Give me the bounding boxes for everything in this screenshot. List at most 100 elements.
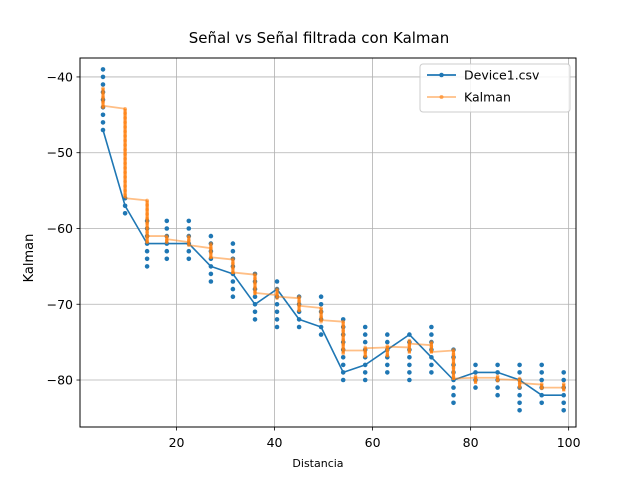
series-device1-point [230, 241, 236, 246]
series-device1-point [100, 74, 106, 80]
series-kalman-segment [276, 295, 300, 300]
series-kalman-point [341, 347, 346, 351]
y-tick-label: −50 [47, 145, 73, 160]
series-device1-point [318, 294, 324, 300]
series-kalman-point [341, 342, 346, 347]
series-device1-point [539, 377, 544, 383]
series-kalman-point [231, 266, 235, 270]
series-device1-point [539, 400, 544, 406]
series-kalman-point [495, 379, 500, 383]
series-device1-point [252, 309, 258, 315]
legend: Device1.csv Kalman [419, 63, 571, 113]
series-device1-point [517, 400, 522, 406]
series-device1-point [274, 309, 280, 315]
series-device1-point [473, 370, 478, 375]
series-device1-point [144, 256, 150, 262]
series-kalman-point [363, 354, 368, 359]
x-tick-label: 40 [267, 435, 283, 450]
series-kalman-point [363, 345, 368, 350]
x-tick-label: 60 [365, 435, 381, 450]
series-device1-point [144, 264, 150, 269]
series-kalman-point [451, 366, 456, 370]
series-device1-point [539, 392, 544, 398]
series-kalman-point [123, 152, 127, 156]
series-kalman-segment [210, 256, 234, 261]
series-kalman-point [275, 291, 279, 296]
series-kalman-point [123, 120, 127, 125]
x-tick-label: 80 [463, 435, 479, 450]
series-device1-point [385, 339, 390, 345]
series-kalman-point [187, 238, 191, 243]
series-device1-point [407, 332, 412, 337]
series-kalman-point [123, 147, 127, 152]
x-tick-label: 20 [169, 435, 185, 450]
series-kalman-point [123, 166, 127, 170]
series-kalman-point [473, 374, 478, 379]
series-kalman-segment [124, 197, 148, 202]
series-device1-point [407, 355, 412, 360]
series-device1-point [451, 385, 456, 390]
series-device1-point [429, 355, 434, 360]
y-tick-label: −80 [47, 373, 73, 388]
series-kalman-point [231, 257, 235, 261]
series-device1-point [318, 332, 324, 337]
series-kalman-point [123, 116, 127, 120]
series-kalman-point [145, 198, 149, 203]
legend-marker-device1 [439, 72, 444, 78]
series-device1-point [100, 120, 106, 125]
series-device1-point [495, 362, 500, 368]
y-tick-label: −70 [47, 297, 73, 312]
series-device1-point [274, 279, 280, 284]
series-device1-point [252, 302, 258, 307]
y-axis-label: Kalman [22, 234, 37, 283]
series-device1-point [451, 392, 456, 398]
series-device1-point [429, 362, 434, 368]
series-device1-point [362, 370, 368, 375]
series-device1-point [252, 294, 258, 300]
series-device1-point [451, 400, 456, 406]
series-kalman-point [429, 349, 434, 354]
y-tick-label: −60 [47, 221, 73, 236]
series-kalman-point [209, 255, 213, 260]
series-device1-point [230, 286, 236, 292]
series-device1-point [385, 362, 390, 368]
series-kalman-point [253, 281, 257, 285]
series-kalman-point [341, 338, 346, 342]
series-kalman-point [297, 299, 301, 304]
series-kalman-point [451, 357, 456, 361]
axes-frame [79, 57, 577, 428]
series-device1-point [495, 385, 500, 390]
series-kalman-segment [188, 244, 211, 250]
series-kalman-segment [519, 382, 542, 386]
series-kalman-segment [409, 342, 432, 347]
series-kalman-segment [298, 304, 322, 309]
series-device1-point [517, 392, 522, 398]
series-kalman-point [123, 129, 127, 134]
series-kalman-point [451, 370, 456, 375]
series-kalman-point [209, 241, 213, 246]
x-axis: 20 40 60 80 100 [169, 427, 581, 450]
series-kalman-point [123, 170, 127, 175]
series-device1-point [208, 279, 214, 284]
series-device1-point [429, 370, 434, 375]
series-device1-point [144, 248, 150, 254]
series-kalman-point [429, 340, 434, 344]
series-kalman-segment [232, 271, 256, 276]
series-device1-point [517, 408, 522, 413]
series-kalman-segment [166, 238, 189, 244]
series-device1-point [561, 392, 566, 398]
series-kalman-point [253, 290, 257, 294]
series-device1-point [362, 324, 368, 330]
series-device1-point [407, 362, 412, 368]
series-kalman-point [253, 272, 257, 276]
series-kalman-point [253, 285, 257, 290]
series-device1-point [473, 385, 478, 390]
series-device1-point [429, 324, 434, 330]
series-kalman-segment [321, 319, 344, 323]
series-device1-point [362, 377, 368, 383]
series-kalman-point [385, 348, 390, 353]
series-kalman-point [231, 261, 235, 266]
series-device1-point [100, 67, 106, 72]
series-kalman-point [123, 193, 127, 197]
series-kalman-point [539, 386, 544, 391]
